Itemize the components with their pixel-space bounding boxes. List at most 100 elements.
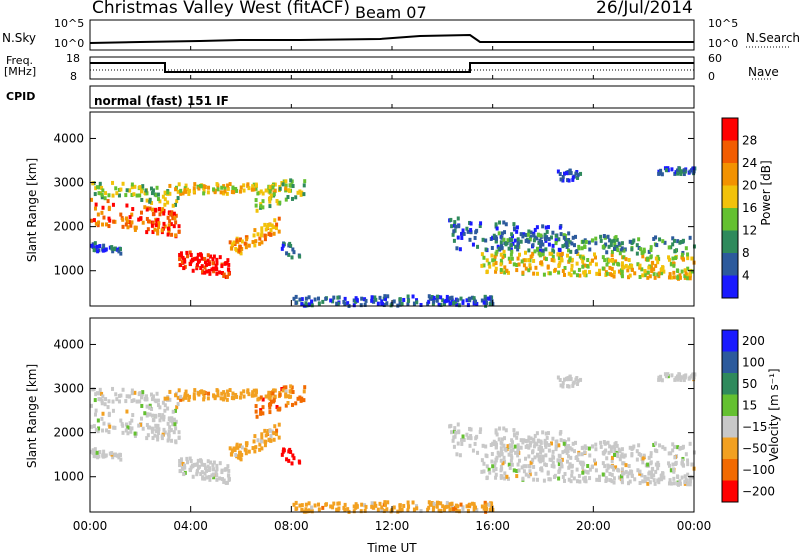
radar-echo-cell [215,267,219,272]
radar-echo-cell [138,422,142,427]
radar-echo-cell [671,236,675,241]
radar-echo-cell [215,477,219,482]
radar-echo-cell [251,240,255,245]
radar-echo-cell [500,235,504,240]
radar-echo-cell [659,474,663,479]
radar-echo-cell [289,243,293,248]
radar-echo-cell [494,441,498,446]
radar-echo-cell [245,443,249,448]
radar-echo-cell [245,237,249,242]
radar-echo-cell [571,383,575,388]
radar-echo-cell [516,453,520,458]
radar-echo-cell [282,385,286,390]
radar-echo-cell [656,260,660,265]
radar-echo-cell [621,265,625,270]
radar-echo-cell [273,424,277,429]
radar-echo-cell [535,246,539,251]
radar-echo-cell [294,506,298,511]
radar-echo-cell [273,189,277,194]
radar-echo-cell [148,199,152,204]
radar-echo-cell [259,439,263,444]
radar-echo-cell [610,459,614,464]
radar-echo-cell [400,507,404,512]
radar-echo-cell [465,226,469,231]
radar-echo-cell [532,444,536,449]
radar-echo-cell [261,191,265,196]
radar-echo-cell [510,249,514,254]
radar-echo-cell [572,243,576,248]
radar-echo-cell [154,223,158,228]
radar-echo-cell [652,272,656,277]
radar-echo-cell [300,302,304,307]
radar-echo-cell [515,225,519,230]
radar-echo-cell [186,393,190,398]
radar-echo-cell [170,232,174,237]
radar-echo-cell [168,191,172,196]
radar-echo-cell [584,445,588,450]
radar-echo-cell [647,249,651,254]
radar-echo-cell [583,478,587,483]
radar-echo-cell [291,453,295,458]
radar-echo-cell [620,263,624,268]
radar-echo-cell [663,240,667,245]
radar-echo-cell [331,299,335,304]
radar-echo-cell [649,255,653,260]
radar-echo-cell [583,269,587,274]
radar-echo-cell [90,424,94,429]
radar-echo-cell [558,466,562,471]
radar-echo-cell [234,452,238,457]
radar-echo-cell [452,444,456,449]
radar-echo-cell [541,454,545,459]
radar-echo-cell [506,238,510,243]
radar-echo-cell [672,481,676,486]
radar-echo-cell [168,397,172,402]
radar-echo-cell [317,507,321,512]
radar-echo-cell [472,502,476,507]
radar-echo-cell [240,239,244,244]
radar-echo-cell [466,229,470,234]
radar-echo-cell [617,241,621,246]
radar-echo-cell [188,394,192,399]
radar-echo-cell [502,249,506,254]
radar-echo-cell [231,185,235,190]
radar-echo-cell [206,459,210,464]
radar-echo-cell [540,252,544,257]
radar-echo-cell [568,258,572,263]
radar-echo-cell [281,388,285,393]
radar-echo-cell [452,238,456,243]
radar-echo-cell [627,471,631,476]
radar-echo-cell [610,253,614,258]
radar-echo-cell [303,385,307,390]
radar-echo-cell [157,431,161,436]
radar-echo-cell [300,508,304,513]
radar-echo-cell [131,413,135,418]
radar-echo-cell [212,460,216,465]
radar-echo-cell [450,295,454,300]
radar-echo-cell [151,230,155,235]
radar-echo-cell [504,222,508,227]
radar-echo-cell [613,243,617,248]
radar-echo-cell [215,463,219,468]
radar-echo-cell [203,476,207,481]
radar-echo-cell [631,239,635,244]
radar-echo-cell [679,239,683,244]
radar-echo-cell [209,460,213,465]
radar-echo-cell [392,505,396,510]
radar-echo-cell [541,224,545,229]
radar-echo-cell [460,437,464,442]
radar-echo-cell [352,303,356,308]
radar-echo-cell [612,274,616,279]
radar-echo-cell [524,233,528,238]
radar-echo-cell [188,468,192,473]
radar-echo-cell [509,458,513,463]
radar-echo-cell [594,442,598,447]
radar-echo-cell [538,459,542,464]
radar-echo-cell [235,444,239,449]
radar-echo-cell [551,460,555,465]
radar-echo-cell [539,447,543,452]
radar-echo-cell [382,509,386,514]
radar-echo-cell [496,450,500,455]
radar-echo-cell [641,460,645,465]
radar-echo-cell [263,233,267,238]
